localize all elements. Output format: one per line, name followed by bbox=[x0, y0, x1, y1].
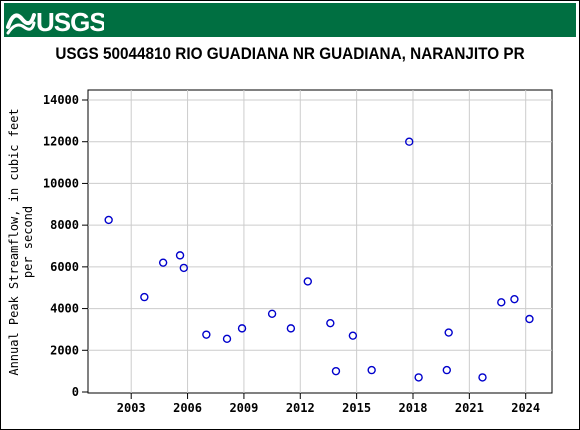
y-tick-label: 10000 bbox=[43, 176, 79, 190]
data-point bbox=[140, 292, 149, 302]
x-tick-label: 2015 bbox=[342, 401, 371, 415]
y-tick-label: 0 bbox=[72, 385, 79, 399]
y-axis-label-line-1: Annual Peak Streamflow, in cubic feet bbox=[7, 108, 21, 375]
y-tick-label: 4000 bbox=[50, 302, 79, 316]
data-point bbox=[237, 324, 247, 333]
data-point bbox=[179, 263, 189, 273]
data-point bbox=[222, 334, 232, 344]
data-point bbox=[303, 277, 312, 286]
chart-title: USGS 50044810 RIO GUADIANA NR GUADIANA, … bbox=[55, 44, 525, 63]
data-point bbox=[367, 365, 376, 375]
data-point bbox=[444, 328, 453, 337]
data-point bbox=[497, 298, 506, 307]
y-tick-label: 14000 bbox=[43, 93, 79, 107]
x-tick-label: 2012 bbox=[286, 401, 315, 415]
y-tick-label: 12000 bbox=[43, 135, 79, 149]
data-point bbox=[158, 258, 168, 267]
data-point bbox=[405, 137, 414, 146]
data-point bbox=[326, 318, 335, 328]
data-point bbox=[286, 324, 296, 333]
data-point bbox=[202, 330, 211, 339]
y-tick-label: 2000 bbox=[50, 343, 79, 357]
usgs-logo: USGS bbox=[6, 7, 104, 37]
data-point bbox=[478, 373, 487, 382]
y-tick-label: 8000 bbox=[50, 218, 79, 232]
data-point bbox=[331, 366, 341, 376]
data-point bbox=[348, 331, 358, 340]
data-point bbox=[442, 365, 452, 375]
x-tick-label: 2024 bbox=[511, 401, 540, 415]
axis-ticks: 0 2000 4000 6000 8000 10000 12000 14000 2003 2006… bbox=[43, 93, 540, 415]
x-tick-label: 2018 bbox=[399, 401, 428, 415]
data-point bbox=[414, 373, 423, 382]
x-tick-label: 2006 bbox=[173, 401, 202, 415]
data-point bbox=[525, 314, 534, 324]
data-points bbox=[104, 137, 534, 382]
usgs-logo-text: USGS bbox=[36, 7, 104, 37]
plot-background bbox=[87, 89, 553, 394]
data-point bbox=[510, 294, 519, 304]
y-axis-label-line-2: per second bbox=[21, 206, 35, 278]
usgs-banner: USGS bbox=[4, 3, 576, 37]
y-axis-label: Annual Peak Streamflow, in cubic feet pe… bbox=[7, 108, 35, 375]
y-tick-label: 6000 bbox=[50, 260, 79, 274]
x-tick-label: 2021 bbox=[455, 401, 484, 415]
x-tick-label: 2009 bbox=[229, 401, 258, 415]
x-tick-label: 2003 bbox=[117, 401, 146, 415]
data-point bbox=[104, 215, 113, 225]
data-point bbox=[175, 251, 185, 260]
data-point bbox=[267, 309, 277, 318]
